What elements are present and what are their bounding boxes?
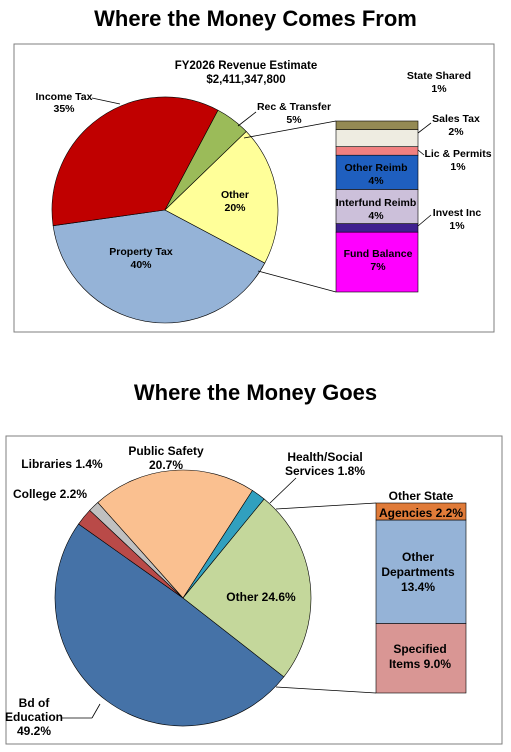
expense-label-college-name: College (13, 487, 57, 501)
expense-slice-other (182, 498, 312, 678)
expense-label-other-state-line1: Other State (389, 489, 454, 503)
expense-label-bd-of-education-line2: Education (5, 710, 63, 724)
revenue-pct-fund-balance: 7% (370, 261, 386, 273)
expense-pct-specified-items: 9.0% (424, 657, 452, 671)
expense-pct-bd-of-education: 49.2% (17, 724, 51, 738)
expense-pct-public-safety: 20.7% (149, 458, 183, 472)
revenue-label-interfund-reimb: Interfund Reimb (336, 197, 417, 209)
revenue-label-lic-permits: Lic & Permits (424, 148, 491, 160)
expense-label-libraries-name: Libraries (21, 457, 72, 471)
revenue-pct-property-tax: 40% (130, 259, 152, 271)
expense-label-specified-items-line2: Items 9.0% (389, 657, 451, 671)
expense-callout-line-bottom (275, 686, 377, 694)
revenue-chart-title: Where the Money Comes From (94, 6, 417, 31)
revenue-pct-invest-inc: 1% (449, 220, 465, 232)
expense-label-other-departments-line1: Other (402, 550, 434, 564)
revenue-label-fund-balance: Fund Balance (344, 248, 413, 260)
expense-pct-other-departments: 13.4% (401, 580, 435, 594)
expense-callout-line-top (275, 502, 377, 510)
expense-pct-college: 2.2% (60, 487, 88, 501)
revenue-leader-invest-inc (417, 214, 432, 227)
expense-label-health-social-line2: Services 1.8% (285, 464, 365, 478)
revenue-pct-other: 20% (224, 202, 246, 214)
revenue-pct-state-shared: 1% (431, 83, 447, 95)
revenue-bar-interfund-reimb (335, 189, 419, 224)
revenue-pct-interfund-reimb: 4% (368, 210, 384, 222)
revenue-slice-income-tax (51, 96, 219, 227)
expense-pct-other-state: 2.2% (436, 506, 464, 520)
revenue-leader-rec-transfer (237, 111, 257, 127)
revenue-slice-property-tax (52, 209, 266, 324)
revenue-slice-other (164, 131, 279, 264)
revenue-callout-line-bottom (257, 270, 337, 293)
expense-label-other-departments-line2: Departments (381, 565, 455, 579)
revenue-label-sales-tax: Sales Tax (432, 113, 480, 125)
revenue-label-invest-inc: Invest Inc (433, 207, 482, 219)
revenue-pct-other-reimb: 4% (368, 175, 384, 187)
revenue-label-other-reimb: Other Reimb (344, 162, 407, 174)
revenue-bar-other-reimb (335, 154, 419, 190)
revenue-leader-income-tax (91, 97, 121, 105)
revenue-pct-lic-permits: 1% (450, 161, 466, 173)
expense-label-other-state-line2: Agencies 2.2% (379, 506, 463, 520)
expense-pct-health-social: 1.8% (338, 464, 366, 478)
expense-label-specified-items-line1: Specified (393, 642, 446, 656)
revenue-label-other: Other (221, 189, 249, 201)
revenue-label-property-tax: Property Tax (109, 246, 173, 258)
expense-label-health-social-line1: Health/Social (287, 450, 362, 464)
expense-pct-other: 24.6% (262, 590, 296, 604)
revenue-label-income-tax: Income Tax (36, 91, 93, 103)
expense-leader-bd-of-education-v (91, 703, 101, 719)
revenue-bar-sales-tax (335, 129, 419, 147)
revenue-bar-fund-balance (335, 231, 419, 293)
expense-label-other: Other 24.6% (226, 590, 296, 604)
expense-slice-public-safety (97, 469, 253, 599)
expense-label-bd-of-education-line1: Bd of (19, 696, 51, 710)
revenue-label-state-shared: State Shared (407, 70, 471, 82)
revenue-label-rec-transfer: Rec & Transfer (257, 101, 331, 113)
revenue-subtitle-line1: FY2026 Revenue Estimate (175, 60, 318, 72)
expense-label-other-name: Other (226, 590, 258, 604)
revenue-pct-rec-transfer: 5% (286, 114, 302, 126)
expense-label-public-safety: Public Safety (128, 444, 204, 458)
revenue-pct-income-tax: 35% (53, 103, 75, 115)
expense-label-college: College 2.2% (13, 487, 87, 501)
expense-slice-bd-of-education (54, 523, 285, 727)
expense-pct-libraries: 1.4% (75, 457, 103, 471)
expense-bar-other-state-agencies (375, 502, 467, 521)
revenue-bar-invest-inc (335, 223, 419, 233)
revenue-callout-line-top (243, 120, 337, 139)
revenue-subtitle-line2: $2,411,347,800 (206, 74, 285, 86)
expense-leader-health-social (269, 477, 297, 504)
expense-bar-other-departments (375, 519, 467, 624)
expense-chart-title: Where the Money Goes (133, 380, 378, 405)
revenue-pct-sales-tax: 2% (448, 126, 464, 138)
revenue-leader-sales-tax (417, 122, 432, 134)
expense-bar-specified-items (375, 623, 467, 694)
revenue-bar-lic-permits (335, 146, 419, 156)
expense-label-libraries: Libraries 1.4% (21, 457, 103, 471)
revenue-leader-lic-permits (417, 149, 425, 156)
revenue-bar-state-shared (335, 120, 419, 130)
